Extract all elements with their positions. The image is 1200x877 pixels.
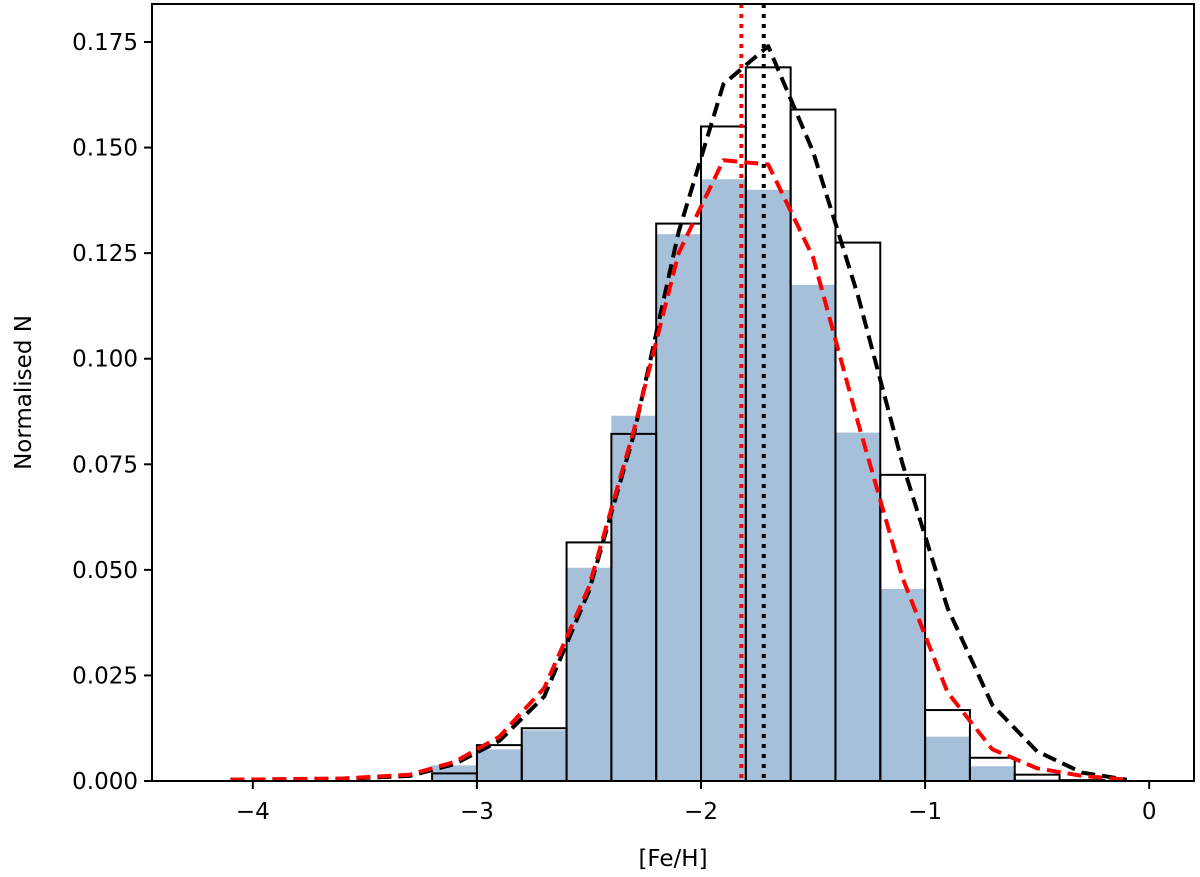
y-tick-label: 0.050	[72, 558, 138, 584]
y-tick-label: 0.150	[72, 136, 138, 162]
x-tick-label: 0	[1142, 799, 1157, 825]
density-curves	[230, 44, 1128, 782]
x-tick-label: −4	[236, 799, 270, 825]
y-tick-label: 0.125	[72, 241, 138, 267]
x-axis-label: [Fe/H]	[638, 846, 707, 872]
filled-bar	[925, 736, 970, 781]
x-tick-label: −2	[684, 799, 718, 825]
filled-bar	[880, 588, 926, 781]
red-dashed-curve	[230, 158, 1127, 782]
filled-bar	[790, 284, 836, 781]
filled-bar	[476, 749, 522, 781]
y-tick-label: 0.025	[72, 663, 138, 689]
filled-bar	[566, 567, 612, 781]
filled-bar	[701, 179, 746, 781]
y-tick-label: 0.175	[72, 30, 138, 56]
filled-bar	[969, 766, 1015, 781]
filled-bar	[835, 432, 881, 781]
black-dashed-curve	[230, 44, 1128, 782]
filled-bar	[611, 415, 657, 781]
y-tick-label: 0.000	[72, 769, 138, 795]
filled-bar	[1014, 778, 1060, 781]
x-tick-label: −3	[460, 799, 494, 825]
x-axis-ticks: −4 −3 −2 −1 0	[236, 781, 1157, 825]
y-tick-label: 0.075	[72, 452, 138, 478]
y-axis-label: Normalised N	[11, 315, 37, 470]
x-tick-label: −1	[908, 799, 942, 825]
plot-frame	[151, 3, 1195, 782]
filled-bar	[521, 730, 567, 781]
y-axis-ticks: 0.000 0.025 0.050 0.075 0.100 0.125 0.150 0.175	[72, 30, 152, 795]
y-tick-label: 0.100	[72, 347, 138, 373]
filled-bar	[745, 189, 791, 782]
filled-bar	[656, 234, 702, 781]
filled-histogram-bars	[432, 179, 1060, 782]
